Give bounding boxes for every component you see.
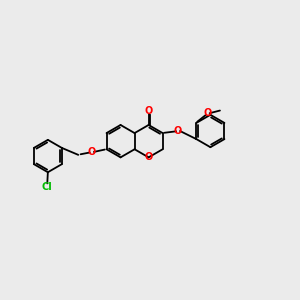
- Text: O: O: [203, 109, 212, 118]
- Text: O: O: [174, 126, 182, 136]
- Text: O: O: [88, 147, 96, 157]
- Text: Cl: Cl: [42, 182, 52, 192]
- Text: O: O: [145, 106, 153, 116]
- Text: O: O: [145, 152, 153, 162]
